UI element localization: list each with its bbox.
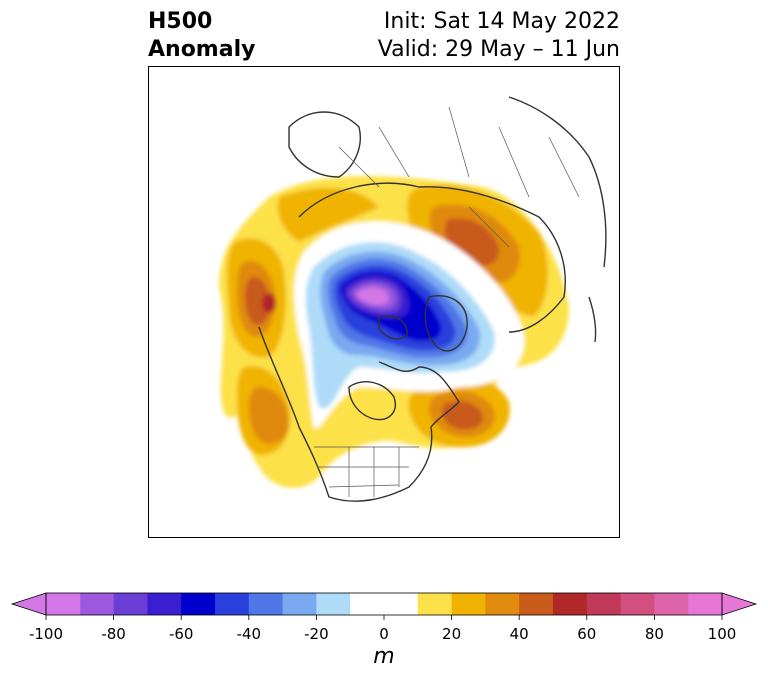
colorbar-bin	[147, 593, 182, 615]
colorbar-extend-left	[10, 592, 47, 616]
colorbar-bin	[113, 593, 148, 615]
scandinavia	[288, 111, 361, 178]
neg-90-core	[356, 287, 389, 306]
colorbar-tick-label: -20	[304, 625, 329, 643]
colorbar-tick-label: 0	[379, 625, 389, 643]
init-date: Init: Sat 14 May 2022	[383, 9, 620, 34]
alaska-core-peak	[262, 293, 276, 313]
westcoast-core	[249, 386, 289, 445]
colorbar-bin	[519, 593, 554, 615]
map-panel	[148, 66, 620, 538]
colorbar-bin	[553, 593, 588, 615]
eurasia-coast	[298, 182, 566, 333]
colorbar-bin	[282, 593, 317, 615]
asia-east-coast	[508, 96, 607, 268]
colorbar-bin	[417, 593, 453, 615]
anomaly-map	[219, 96, 607, 502]
colorbar-bin	[586, 593, 622, 615]
borders	[314, 106, 580, 497]
colorbar-units: m	[373, 644, 395, 669]
colorbar-tick-label: -60	[168, 625, 194, 643]
colorbar-tick-label: 100	[707, 625, 737, 643]
colorbar-extend-right	[721, 592, 758, 616]
japan	[588, 296, 597, 343]
colorbar-bin	[215, 593, 250, 615]
alaska-core-inner	[245, 276, 269, 326]
title-variable: H500	[148, 9, 213, 34]
colorbar-bin	[350, 593, 419, 615]
colorbar-bin	[79, 593, 115, 615]
colorbar-bin	[654, 593, 689, 615]
coastlines	[258, 96, 607, 502]
greenland	[424, 295, 468, 352]
title-quantity: Anomaly	[148, 37, 256, 62]
canada-ridge-orange	[277, 187, 379, 242]
colorbar-bin	[451, 593, 486, 615]
valid-period: Valid: 29 May – 11 Jun	[377, 37, 620, 62]
colorbar-bin	[181, 593, 216, 615]
colorbar-bin	[688, 593, 723, 615]
colorbar-bin	[620, 593, 655, 615]
colorbar-tick-label: -80	[101, 625, 126, 643]
colorbar-tick-label: 80	[644, 625, 664, 643]
colorbar-bin	[248, 593, 284, 615]
colorbar-bin	[46, 593, 81, 615]
colorbar-tick-label: -100	[28, 625, 64, 643]
colorbar-tick-label: 60	[577, 625, 597, 643]
colorbar-tick-label: -40	[236, 625, 262, 643]
colorbar-bin	[485, 593, 520, 615]
north-america-coast	[258, 326, 460, 502]
colorbar-tick-label: 20	[442, 625, 462, 643]
arctic-islands	[378, 315, 408, 340]
colorbar-bin	[316, 593, 351, 615]
title-right: Init: Sat 14 May 2022 Valid: 29 May – 11…	[378, 8, 620, 64]
colorbar	[10, 592, 758, 620]
title-left: H500 Anomaly	[148, 8, 255, 64]
hudson-bay	[348, 381, 396, 421]
colorbar-tick-label: 40	[509, 625, 529, 643]
